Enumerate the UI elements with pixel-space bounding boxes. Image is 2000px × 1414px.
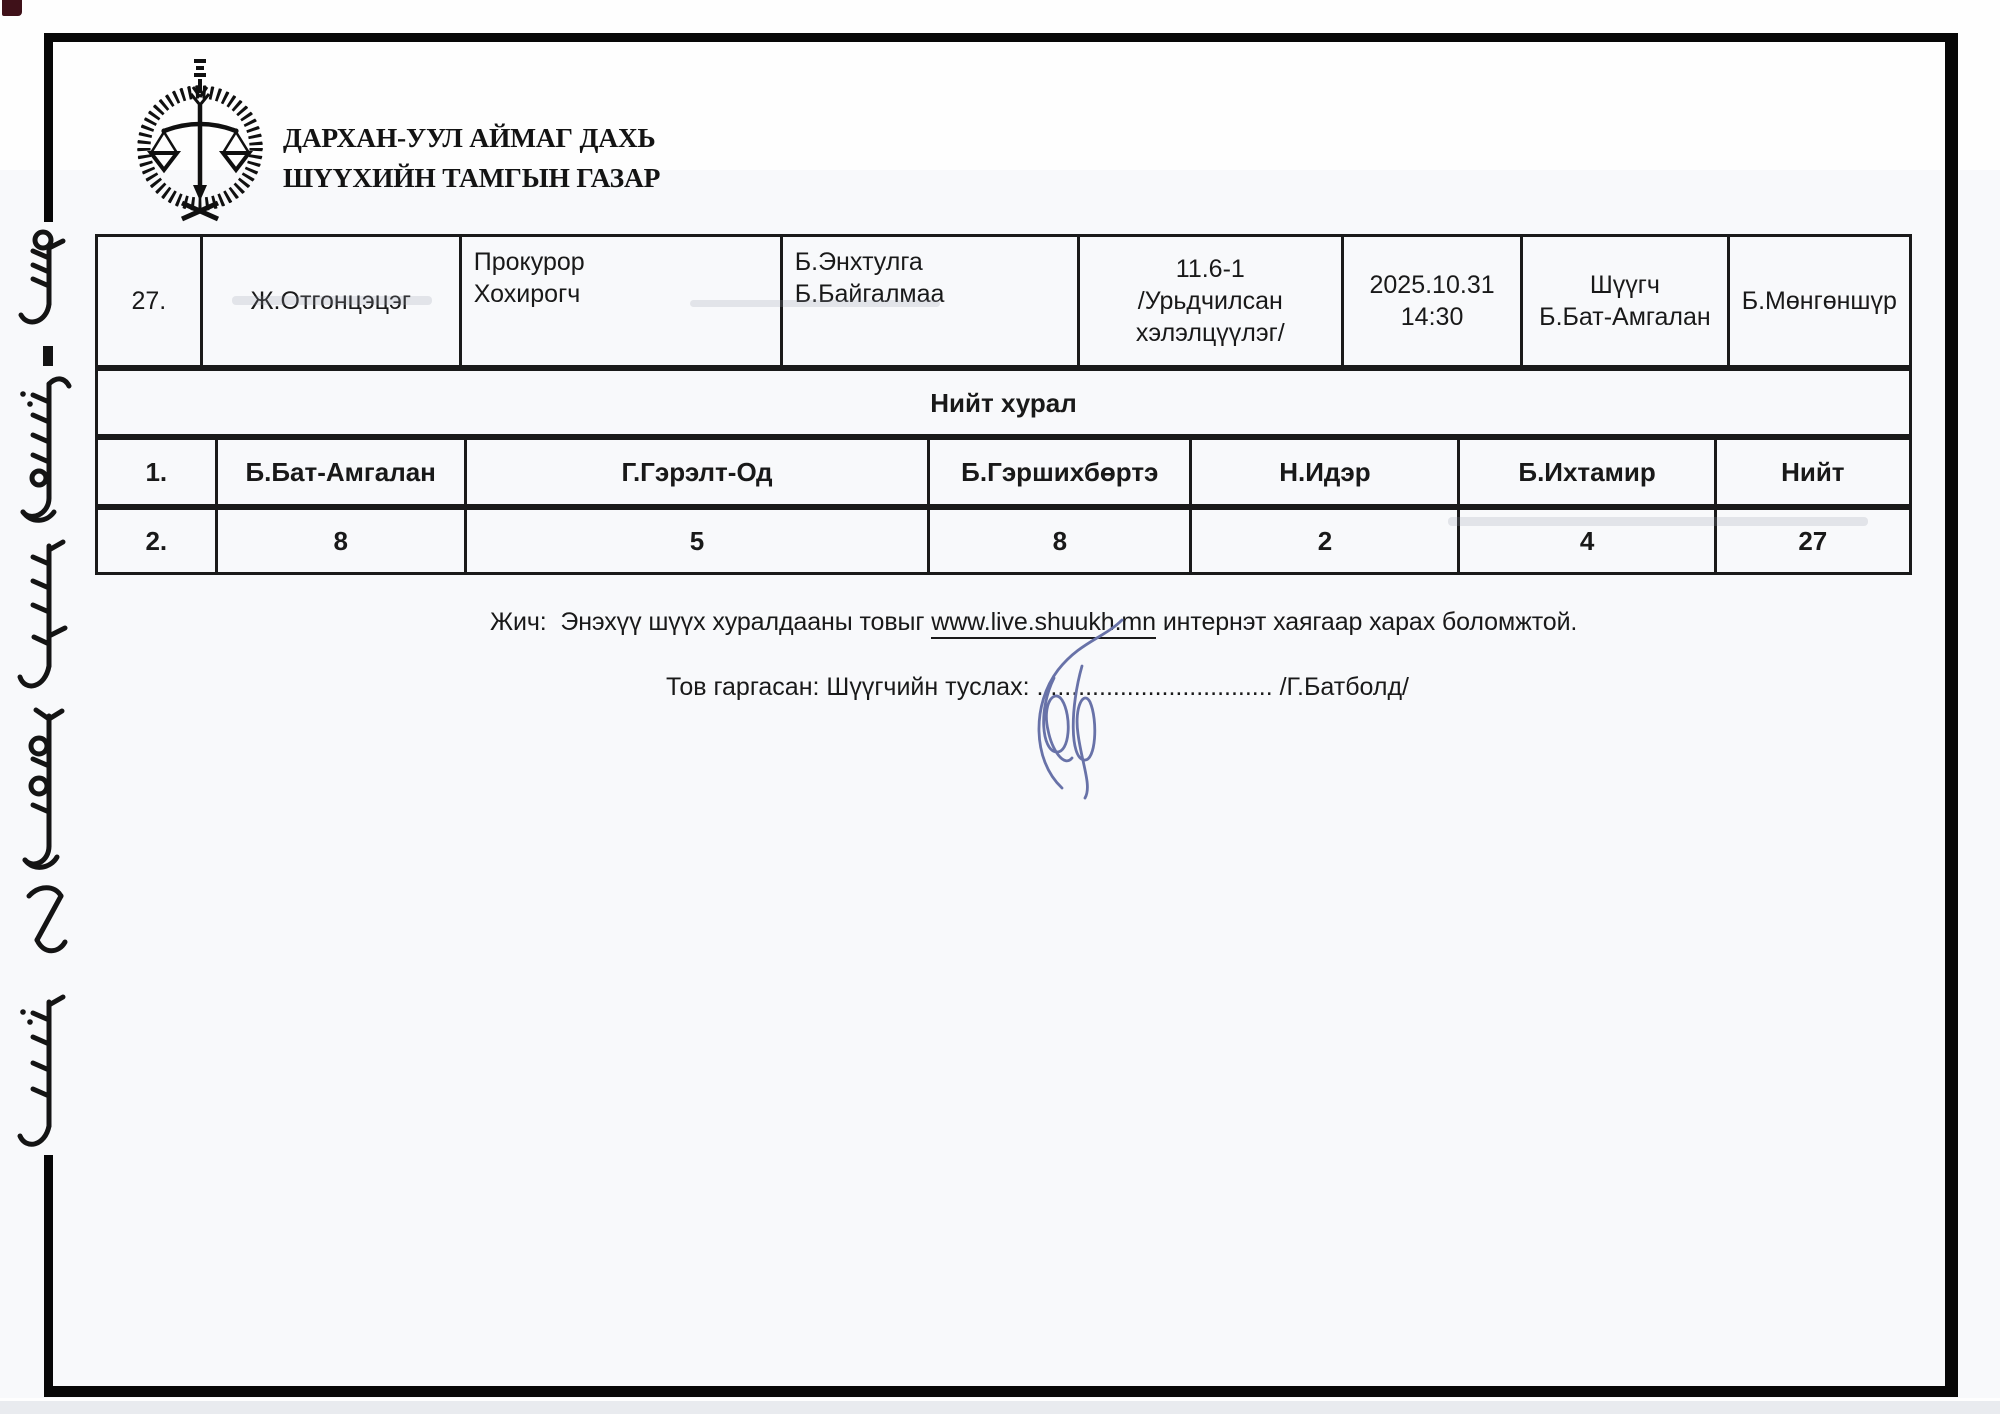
note-text-before-link: Энэхүү шүүх хуралдааны товыг <box>560 608 925 636</box>
hearing-count-cell: 5 <box>467 510 931 572</box>
org-name: ДАРХАН-УУЛ АЙМАГ ДАХЬ ШҮҮХИЙН ТАМГЫН ГАЗ… <box>283 118 660 198</box>
judge-name-cell: Б.Ихтамир <box>1460 440 1717 504</box>
judge-name-cell: Б.Гэршихбөртэ <box>930 440 1193 504</box>
scan-bottom-edge <box>0 1401 2000 1414</box>
page-border-frame <box>44 33 1958 1397</box>
hearing-count-cell: 2 <box>1192 510 1461 572</box>
hearing-count-cell: 4 <box>1460 510 1717 572</box>
case-article-cell: 11.6-1 /Урьдчилсан хэлэлцүүлэг/ <box>1080 237 1344 365</box>
hearing-schedule-table: 27. Ж.Отгонцэцэг Прокурор Хохирогч Б.Энх… <box>95 234 1912 368</box>
row-number-cell: 2. <box>98 510 218 572</box>
judge-name-cell: Н.Идэр <box>1192 440 1461 504</box>
left-border-bottom-segment <box>44 1155 53 1397</box>
total-count-cell: 27 <box>1798 526 1828 556</box>
hearing-count-cell: 8 <box>930 510 1193 572</box>
mongolian-vertical-script <box>17 229 72 1147</box>
hearing-datetime-cell: 2025.10.31 14:30 <box>1344 237 1524 365</box>
left-border-top-segment <box>44 33 53 222</box>
note-text-after-link: интернэт хаягаар харах боломжтой. <box>1162 608 1578 636</box>
note-line: Жич: Энэхүү шүүх хуралдааны товыг www.li… <box>490 608 1578 639</box>
org-name-line1: ДАРХАН-УУЛ АЙМАГ ДАХЬ <box>283 122 656 153</box>
hearing-number-cell: 27. <box>98 237 203 365</box>
signature-label: Тов гаргасан: Шүүгчийн туслах: <box>666 673 1030 701</box>
judges-header-row: 1. Б.Бат-Амгалан Г.Гэрэлт-Од Б.Гэршихбөр… <box>95 437 1912 507</box>
judge-name-cell: Б.Бат-Амгалан <box>218 440 467 504</box>
scan-smudge <box>1448 517 1868 526</box>
scales-of-justice-emblem-icon <box>137 59 263 222</box>
participant-names-cell: Б.Энхтулга Б.Байгалмаа <box>783 237 1080 365</box>
signer-name: /Г.Батболд/ <box>1279 673 1409 701</box>
note-prefix: Жич: <box>490 608 547 636</box>
handwritten-signature <box>1037 618 1124 800</box>
scan-smudge <box>690 300 940 307</box>
org-name-line2: ШҮҮХИЙН ТАМГЫН ГАЗАР <box>283 162 661 193</box>
total-header-cell: Нийт <box>1781 457 1845 487</box>
judge-cell: Шүүгч Б.Бат-Амгалан <box>1523 237 1730 365</box>
participant-roles-cell: Прокурор Хохирогч <box>462 237 783 365</box>
scan-corner-mark <box>2 0 22 16</box>
defendant-name-cell: Ж.Отгонцэцэг <box>203 237 462 365</box>
total-hearings-banner-row: Нийт хурал <box>95 368 1912 437</box>
total-hearings-banner: Нийт хурал <box>930 387 1077 418</box>
hearing-counts-row: 2. 8 5 8 2 4 27 <box>95 507 1912 575</box>
judge-name-cell: Г.Гэрэлт-Од <box>467 440 931 504</box>
scan-smudge <box>232 296 432 305</box>
clerk-cell: Б.Мөнгөншүр <box>1741 287 1897 315</box>
row-number-cell: 1. <box>98 440 218 504</box>
hearing-count-cell: 8 <box>218 510 467 572</box>
